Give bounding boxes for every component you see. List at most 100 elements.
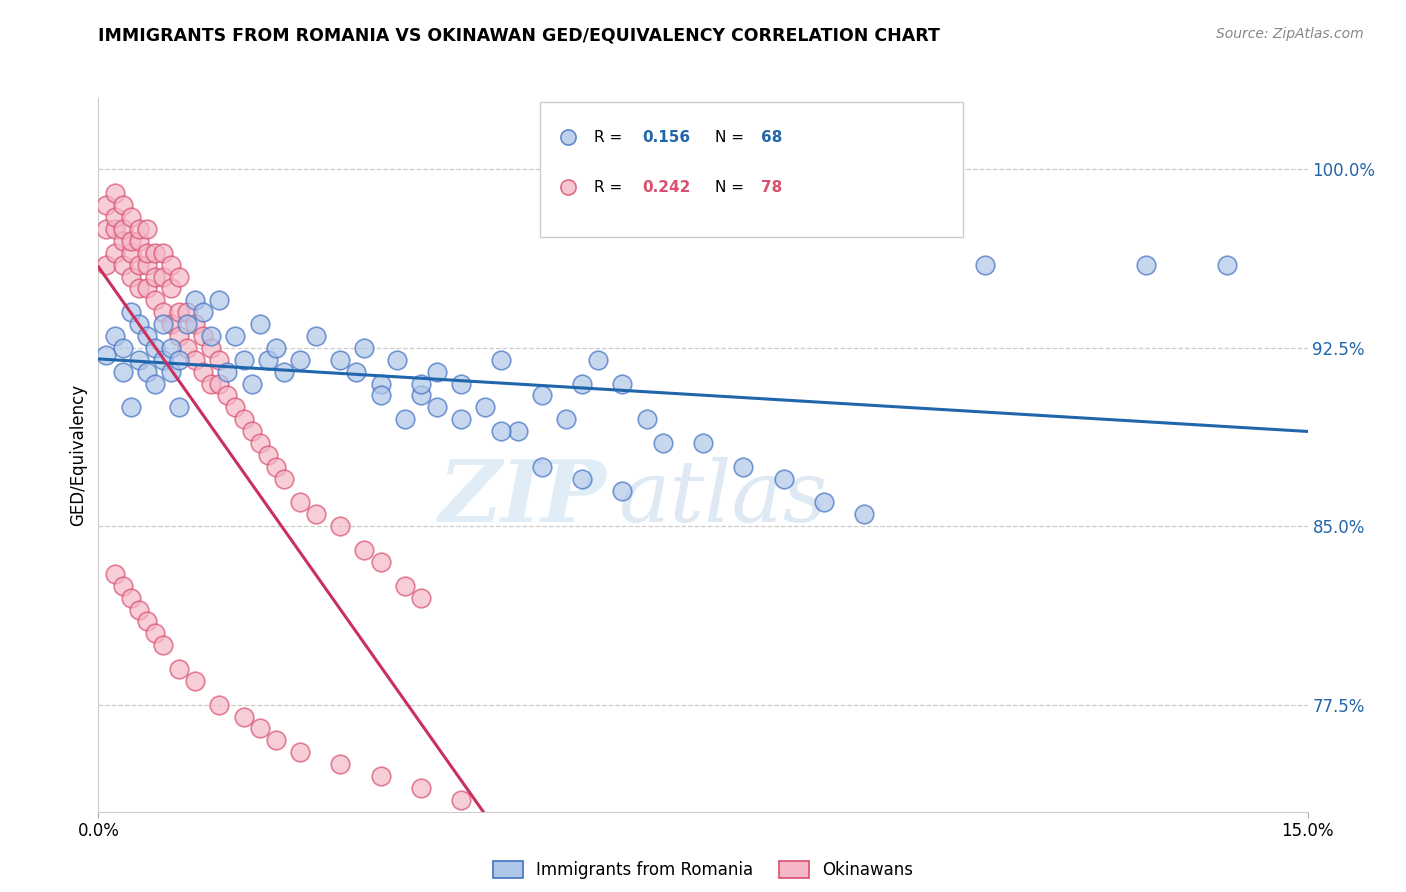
Point [167, 329, 190, 343]
Point [96, 258, 118, 272]
Point [184, 317, 207, 331]
Point [103, 186, 125, 201]
Text: 0.242: 0.242 [643, 180, 690, 194]
Point [96, 348, 118, 362]
Point [152, 638, 174, 652]
Point [586, 352, 609, 367]
Point [128, 317, 150, 331]
Point [240, 376, 263, 391]
Point [636, 412, 658, 426]
Point [167, 662, 190, 676]
Point [409, 780, 432, 795]
Point [135, 245, 157, 260]
Point [160, 365, 183, 379]
Point [128, 281, 150, 295]
Point [426, 365, 449, 379]
Point [143, 293, 166, 308]
Point [176, 317, 198, 331]
Point [120, 234, 142, 248]
Point [200, 341, 222, 355]
Point [506, 424, 529, 438]
Point [120, 401, 142, 415]
Point [128, 234, 150, 248]
Point [329, 757, 352, 772]
Point [120, 210, 142, 224]
Y-axis label: GED/Equivalency: GED/Equivalency [69, 384, 87, 526]
Point [120, 591, 142, 605]
Point [128, 258, 150, 272]
Point [344, 365, 367, 379]
Point [152, 305, 174, 319]
Point [256, 352, 278, 367]
Point [128, 222, 150, 236]
Point [152, 317, 174, 331]
Point [329, 352, 352, 367]
Point [264, 341, 287, 355]
Point [167, 352, 190, 367]
Point [409, 388, 432, 402]
Point [232, 412, 254, 426]
Point [224, 329, 246, 343]
Point [385, 352, 408, 367]
Point [111, 222, 134, 236]
Point [813, 495, 835, 509]
Point [111, 234, 134, 248]
Point [103, 329, 125, 343]
Point [135, 329, 157, 343]
Text: Source: ZipAtlas.com: Source: ZipAtlas.com [1216, 27, 1364, 41]
Point [974, 258, 997, 272]
Point [152, 269, 174, 284]
Point [733, 459, 755, 474]
Point [143, 376, 166, 391]
Point [143, 626, 166, 640]
Point [193, 329, 215, 343]
Point [240, 424, 263, 438]
Point [612, 376, 634, 391]
Point [128, 352, 150, 367]
Text: ZIP: ZIP [439, 456, 606, 540]
Text: atlas: atlas [619, 457, 828, 539]
Point [120, 305, 142, 319]
Point [1216, 258, 1239, 272]
Point [370, 769, 392, 783]
Point [184, 293, 207, 308]
Point [143, 245, 166, 260]
Point [305, 329, 328, 343]
Point [288, 352, 311, 367]
Point [135, 222, 157, 236]
Point [474, 401, 496, 415]
Point [288, 495, 311, 509]
Point [176, 305, 198, 319]
Point [96, 198, 118, 212]
Point [224, 401, 246, 415]
Point [612, 483, 634, 498]
Text: 68: 68 [761, 130, 782, 145]
Point [1135, 258, 1157, 272]
Point [450, 376, 472, 391]
Point [160, 258, 183, 272]
Point [120, 269, 142, 284]
Point [530, 459, 553, 474]
Point [152, 352, 174, 367]
Point [184, 673, 207, 688]
Point [232, 352, 254, 367]
Point [135, 615, 157, 629]
Point [152, 245, 174, 260]
Text: N =: N = [716, 180, 749, 194]
Point [353, 341, 375, 355]
Point [491, 424, 513, 438]
Point [143, 269, 166, 284]
Point [193, 365, 215, 379]
Text: 78: 78 [761, 180, 782, 194]
Legend: Immigrants from Romania, Okinawans: Immigrants from Romania, Okinawans [486, 854, 920, 886]
Text: R =: R = [595, 180, 627, 194]
Point [96, 222, 118, 236]
Point [208, 352, 231, 367]
Point [103, 210, 125, 224]
Point [853, 508, 876, 522]
Point [450, 412, 472, 426]
Point [450, 793, 472, 807]
Point [772, 472, 794, 486]
Point [264, 733, 287, 747]
Point [193, 305, 215, 319]
